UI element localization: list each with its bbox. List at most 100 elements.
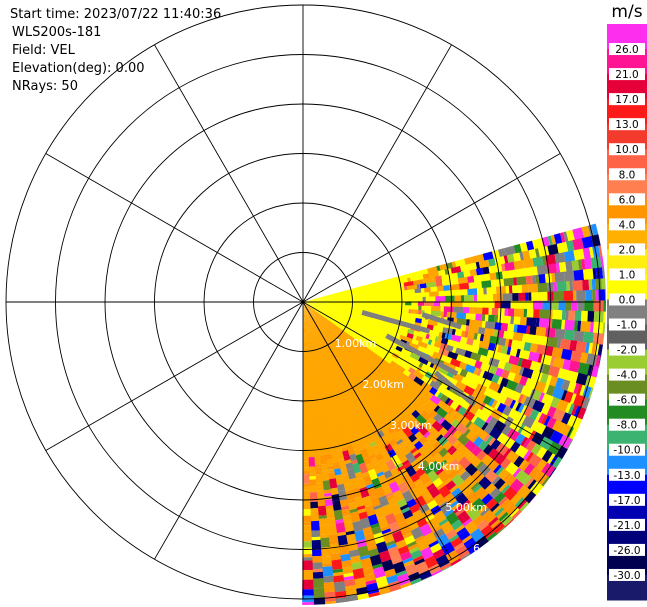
ray-gate xyxy=(411,438,420,446)
ray-gate xyxy=(442,477,452,486)
ray-gate xyxy=(329,543,340,555)
ray-gate xyxy=(465,344,474,353)
ray-gate xyxy=(359,517,371,530)
ray-gate xyxy=(493,507,505,518)
ray-gate xyxy=(550,234,557,246)
ray-gate xyxy=(395,570,408,577)
ray-gate xyxy=(508,285,513,294)
ray-gate xyxy=(365,483,374,490)
ray-gate xyxy=(466,452,475,462)
ray-gate xyxy=(535,344,548,356)
ray-gate xyxy=(523,342,532,352)
ray-gate xyxy=(541,393,554,407)
ray-gate xyxy=(393,446,401,453)
ray-gate xyxy=(337,458,347,470)
ray-gate xyxy=(429,460,442,474)
zero-velocity-streak xyxy=(361,310,431,334)
ray-gate xyxy=(517,424,526,435)
ray-gate xyxy=(567,403,575,416)
ray-gate xyxy=(408,372,417,381)
ray-gate xyxy=(320,547,332,558)
ray-gate xyxy=(408,337,413,344)
colorbar-tick-label: -2.0 xyxy=(617,345,638,357)
colorbar-tick-label: -13.0 xyxy=(613,470,640,482)
ray-gate xyxy=(422,273,430,280)
ray-gate xyxy=(569,427,578,441)
ray-gate xyxy=(407,277,411,283)
ray-gate xyxy=(467,288,478,296)
ray-gate xyxy=(403,297,407,302)
ray-gate xyxy=(491,521,505,534)
ray-gate xyxy=(476,253,485,263)
ray-gate xyxy=(325,453,333,461)
ray-gate xyxy=(501,369,510,380)
ray-gate xyxy=(573,330,585,343)
ray-gate xyxy=(408,289,415,294)
ray-gate xyxy=(454,441,463,451)
colorbar: m/s 26.0 21.0 17.0 13.0 10.0 8.0 6.0 4.0 2.0 1.0 0.… xyxy=(607,2,647,601)
colorbar-tick-label: -8.0 xyxy=(617,420,638,432)
ray-gate xyxy=(603,311,606,324)
ray-gate xyxy=(598,333,605,346)
ray-gate xyxy=(602,322,606,335)
ray-gate xyxy=(581,236,594,250)
ray-gate xyxy=(438,290,446,297)
ray-gate xyxy=(551,386,565,401)
ray-gate xyxy=(425,483,435,491)
ray-gate xyxy=(312,568,323,573)
ray-gate xyxy=(313,597,326,605)
ray-gate xyxy=(497,468,510,481)
ray-gate xyxy=(367,548,380,558)
ray-gate xyxy=(413,292,420,298)
azimuth-spoke xyxy=(154,44,304,303)
ray-gate xyxy=(461,535,473,545)
ray-gate xyxy=(326,518,336,526)
ray-near-field xyxy=(305,297,404,302)
ray-gate xyxy=(408,504,420,514)
ray-gate xyxy=(475,261,481,270)
ray-gate xyxy=(326,465,334,470)
ray-gate xyxy=(446,456,456,465)
ray-gate xyxy=(447,497,457,507)
ray-gate xyxy=(417,301,425,307)
ray-gate xyxy=(362,526,373,536)
instrument-label: WLS200s-181 xyxy=(12,25,102,40)
ray-gate xyxy=(537,413,546,424)
ray-gate xyxy=(403,419,415,431)
ray-gate xyxy=(464,294,474,302)
ray-gate xyxy=(449,537,463,549)
ray-gate xyxy=(378,591,391,596)
ray-gate xyxy=(412,555,424,563)
ray-gate xyxy=(413,478,422,486)
ray-gate xyxy=(459,470,471,482)
ray-near-field xyxy=(304,302,401,339)
ray-gate xyxy=(444,529,458,541)
ray-gate xyxy=(433,301,441,307)
ray-gate xyxy=(408,546,420,554)
colorbar-tick-box xyxy=(609,93,645,106)
ray-gate xyxy=(426,470,440,483)
ray-gate xyxy=(555,262,561,274)
ray-gate xyxy=(535,326,547,338)
ray-near-field xyxy=(304,302,398,350)
ray-gate xyxy=(428,271,440,279)
ray-gate xyxy=(520,358,533,370)
ray-gate xyxy=(577,362,590,376)
ray-gate xyxy=(564,319,575,332)
ray-gate xyxy=(500,315,511,325)
ray-gate xyxy=(488,307,492,316)
ray-gate xyxy=(401,289,409,295)
ray-gate xyxy=(399,362,411,372)
ray-gate xyxy=(523,258,534,269)
ray-gate xyxy=(366,542,377,548)
ray-gate xyxy=(464,331,469,339)
ray-gate xyxy=(519,316,527,326)
ray-gate xyxy=(504,245,516,256)
ray-gate xyxy=(471,446,482,457)
ray-gate xyxy=(404,439,416,452)
ray-gate xyxy=(429,380,441,391)
ray-gate xyxy=(489,519,501,530)
ray-gate xyxy=(419,546,434,561)
ray-gate xyxy=(371,563,383,570)
ray-gate xyxy=(341,474,351,486)
